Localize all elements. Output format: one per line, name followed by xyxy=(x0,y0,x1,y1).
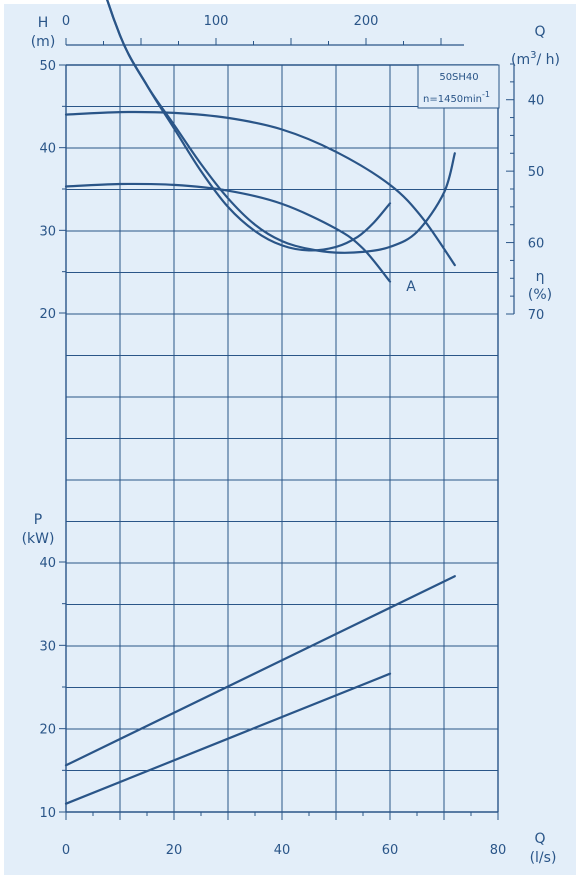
head-curve xyxy=(64,182,392,283)
curve-label-a: A xyxy=(406,279,416,295)
q-m3h-axis-label: Q xyxy=(534,24,545,40)
q-ls-axis-unit: (l/s) xyxy=(530,850,557,866)
q-m3h-axis-unit: (m3/ h) xyxy=(511,50,560,68)
power-axis-label: P xyxy=(34,512,42,528)
power-tick-label: 10 xyxy=(39,806,56,821)
speed-text: n=1450min xyxy=(423,94,482,105)
q-ls-tick-label: 60 xyxy=(382,843,399,858)
q-ls-tick-label: 0 xyxy=(62,843,70,858)
power-tick-label: 20 xyxy=(39,723,56,738)
q-ls-axis-label: Q xyxy=(534,831,545,847)
power-curve xyxy=(64,575,456,767)
power-tick-label: 40 xyxy=(39,556,56,571)
power-tick-label: 30 xyxy=(39,639,56,654)
efficiency-tick-label: 70 xyxy=(528,308,545,323)
q-ls-tick-label: 40 xyxy=(274,843,291,858)
q-m3h-unit-sup: 3 xyxy=(530,50,536,61)
q-ls-tick-label: 20 xyxy=(166,843,183,858)
head-tick-label: 50 xyxy=(39,59,56,74)
chart-axes: 20 30 40 50 10 20 30 40 0 20 40 60 80 0 100 200 40 50 60 70 xyxy=(39,14,544,858)
head-axis-label: H xyxy=(38,15,49,31)
model-box xyxy=(417,64,500,109)
q-m3h-tick-label: 0 xyxy=(62,14,70,29)
efficiency-curve xyxy=(106,0,456,254)
q-m3h-unit-post: / h) xyxy=(536,52,560,68)
speed-sup: -1 xyxy=(482,90,490,99)
model-name: 50SH40 xyxy=(439,72,478,83)
q-ls-tick-label: 80 xyxy=(490,843,507,858)
chart-labels: H (m) Q (m3/ h) η (%) P (kW) Q (l/s) 50S… xyxy=(22,15,560,866)
efficiency-axis-label: η xyxy=(536,269,545,285)
speed-label: n=1450min-1 xyxy=(423,90,490,105)
efficiency-tick-label: 50 xyxy=(528,165,545,180)
q-m3h-tick-label: 100 xyxy=(204,14,229,29)
power-curve xyxy=(64,672,392,805)
q-m3h-tick-label: 200 xyxy=(354,14,379,29)
head-tick-label: 40 xyxy=(39,142,56,157)
chart-grid xyxy=(65,64,499,813)
power-axis-unit: (kW) xyxy=(22,531,55,547)
efficiency-axis-unit: (%) xyxy=(528,287,552,303)
efficiency-tick-label: 60 xyxy=(528,237,545,252)
head-tick-label: 20 xyxy=(39,307,56,322)
head-curve xyxy=(64,110,456,267)
head-axis-unit: (m) xyxy=(31,34,56,50)
q-m3h-unit-pre: (m xyxy=(511,52,530,68)
chart-curves xyxy=(64,0,456,805)
head-tick-label: 30 xyxy=(39,224,56,239)
efficiency-tick-label: 40 xyxy=(528,94,545,109)
